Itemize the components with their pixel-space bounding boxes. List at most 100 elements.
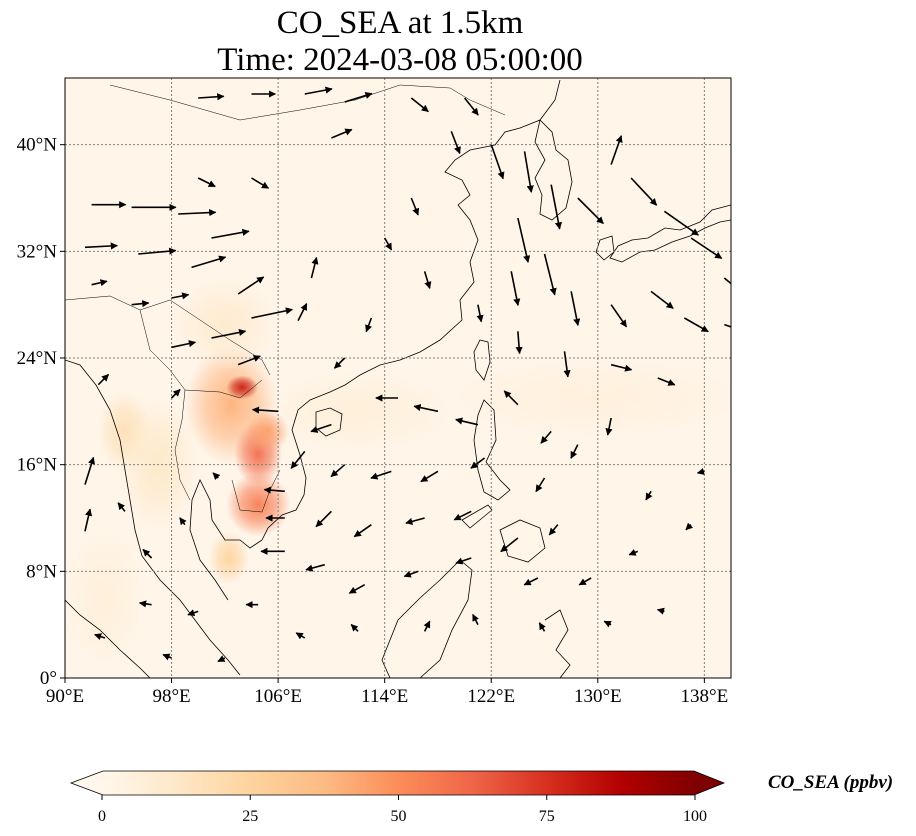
colorbar-extend-min (71, 771, 103, 795)
axis-ticks: 90°E 98°E 106°E 114°E 122°E 130°E 138°E 0° 8°N 16… (17, 135, 729, 707)
sumatra-island (65, 599, 151, 678)
wind-arrow (310, 423, 332, 433)
wind-arrow (453, 510, 472, 521)
wind-arrow (696, 467, 705, 475)
wind-arrow (315, 510, 332, 528)
colorbar-label: CO_SEA (ppbv) (768, 772, 893, 793)
wind-arrow (476, 304, 484, 323)
wind-arrow (117, 502, 126, 512)
wind-arrow (237, 276, 265, 295)
wind-arrow (171, 292, 190, 300)
wind-arrow (510, 271, 521, 307)
y-tick-label: 0° (40, 668, 57, 689)
map-area (65, 78, 731, 678)
wind-arrow (410, 97, 429, 113)
concentration-plume (171, 278, 279, 372)
concentration-plume (226, 375, 259, 400)
wind-arrow (420, 470, 439, 483)
colorbar-tick-label: 75 (539, 808, 555, 825)
wind-arrow (383, 237, 393, 251)
wind-arrow (331, 128, 353, 139)
wind-arrow (251, 406, 279, 414)
wind-arrow (656, 607, 665, 615)
wind-arrow (455, 557, 472, 565)
gridlines (65, 78, 731, 678)
x-tick-label: 122°E (467, 686, 515, 707)
wind-arrow (263, 486, 285, 494)
wind-arrow (405, 517, 425, 525)
x-tick-label: 90°E (46, 686, 84, 707)
concentration-plume (226, 472, 291, 537)
coastlines (65, 79, 731, 678)
wind-arrow (685, 522, 694, 531)
wind-arrow (211, 228, 250, 239)
taiwan-island (473, 339, 491, 381)
y-tick-label: 16°N (17, 455, 58, 476)
wind-arrow (503, 390, 519, 406)
wind-arrow (645, 490, 653, 501)
y-tick-label: 40°N (17, 135, 58, 156)
colorbar-extend-max (694, 771, 724, 795)
wind-arrow (657, 377, 676, 386)
colorbar-tick-label: 0 (98, 808, 106, 825)
y-tick-label: 8°N (26, 561, 57, 582)
wind-arrow (578, 577, 592, 586)
wind-arrow (297, 303, 308, 322)
wind-arrow (94, 633, 106, 641)
borneo-island (381, 559, 473, 678)
wind-arrow (663, 210, 699, 236)
wind-arrow (97, 373, 110, 386)
palawan-island (461, 504, 493, 529)
wind-arrow (353, 524, 372, 538)
wind-arrow (91, 279, 108, 287)
wind-arrow (538, 622, 546, 632)
wind-arrow (191, 255, 227, 269)
kyushu-island (595, 235, 615, 261)
wind-arrow (548, 524, 559, 536)
wind-arrow (162, 653, 172, 661)
concentration-field (65, 278, 731, 665)
wind-arrow (610, 135, 623, 165)
map-frame (64, 77, 732, 679)
chart-title: CO_SEA at 1.5km (276, 5, 524, 41)
wind-arrow (683, 317, 709, 333)
wind-arrow (171, 340, 197, 349)
wind-arrow (523, 577, 539, 586)
wind-arrow (131, 300, 150, 308)
wind-arrow (628, 548, 639, 556)
colorbar-tick-label: 25 (242, 808, 258, 825)
korea-peninsula (534, 119, 573, 221)
sulawesi-island (544, 609, 571, 678)
colorbar: 0 25 50 75 100 CO_SEA (ppbv) (69, 770, 893, 825)
x-tick-label: 130°E (574, 686, 622, 707)
wind-arrow (630, 177, 658, 206)
wind-arrow (251, 177, 270, 189)
wind-arrow (500, 537, 519, 553)
wind-arrow (333, 357, 346, 369)
wind-arrow (170, 388, 181, 399)
wind-arrow (310, 256, 319, 279)
wind-arrow (198, 93, 225, 101)
wind-arrow (84, 456, 95, 485)
wind-arrow (610, 363, 633, 372)
y-tick-label: 24°N (17, 348, 58, 369)
wind-arrow (365, 317, 373, 333)
wind-arrow (290, 450, 306, 469)
wind-arrow (138, 600, 152, 608)
wind-arrow (330, 464, 346, 478)
colorbar-tick-label: 100 (683, 808, 707, 825)
colorbar-gradient (102, 771, 695, 795)
wind-arrow (610, 304, 628, 328)
wind-arrow (84, 508, 93, 532)
colorbar-outline (69, 770, 726, 796)
wind-arrow (543, 253, 557, 296)
wind-arrow (295, 632, 306, 640)
wind-arrow (217, 655, 226, 663)
wind-arrow (535, 477, 546, 493)
wind-arrow (413, 404, 439, 413)
china-coastline (261, 79, 561, 541)
wind-arrow (550, 184, 562, 230)
wind-arrow (455, 417, 479, 426)
wind-arrow (603, 620, 612, 628)
